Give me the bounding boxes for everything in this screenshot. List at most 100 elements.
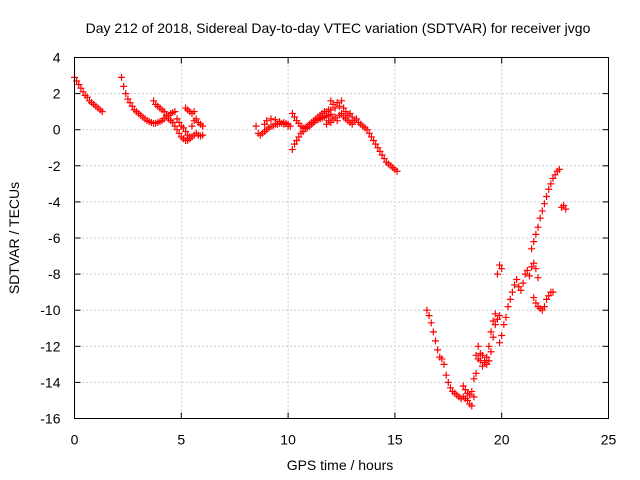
data-point — [496, 312, 504, 320]
data-point — [77, 84, 85, 92]
y-axis-title: SDTVAR / TECUs — [6, 182, 22, 294]
data-point — [466, 391, 474, 399]
data-point — [327, 106, 335, 114]
data-point — [327, 97, 335, 105]
data-point — [342, 108, 350, 116]
data-point — [543, 192, 551, 200]
data-point — [162, 111, 170, 119]
data-point — [478, 351, 486, 359]
data-point — [323, 120, 331, 128]
data-point — [367, 133, 375, 141]
data-point — [481, 359, 489, 367]
data-point — [393, 167, 401, 175]
data-point — [493, 315, 501, 323]
data-point — [423, 306, 431, 314]
data-point — [543, 295, 551, 303]
data-point — [288, 109, 296, 117]
data-point — [192, 115, 200, 123]
data-point — [489, 333, 497, 341]
data-point — [478, 362, 486, 370]
series-seg14 — [493, 261, 506, 278]
data-point — [122, 90, 130, 98]
data-point — [124, 95, 132, 103]
data-point — [173, 126, 181, 134]
data-point — [291, 113, 299, 121]
data-point — [267, 115, 275, 123]
data-point — [560, 202, 568, 210]
data-point — [175, 129, 183, 137]
data-point — [545, 292, 553, 300]
y-tick-label: -10 — [40, 302, 60, 318]
data-point — [523, 266, 531, 274]
data-point — [547, 180, 555, 188]
data-point — [293, 137, 301, 145]
data-point — [555, 165, 563, 173]
series-seg15 — [528, 165, 563, 253]
data-point — [175, 118, 183, 126]
data-point — [444, 378, 452, 386]
plot-frame — [74, 57, 609, 419]
data-point — [538, 207, 546, 215]
series-seg16 — [530, 288, 557, 314]
data-point — [468, 402, 476, 410]
data-point — [252, 122, 260, 130]
data-point — [340, 104, 348, 112]
data-point — [459, 382, 467, 390]
x-tick-label: 5 — [177, 432, 185, 448]
data-point — [532, 230, 540, 238]
x-axis-title: GPS time / hours — [287, 457, 394, 473]
data-point — [327, 118, 335, 126]
data-point — [540, 200, 548, 208]
data-point — [496, 261, 504, 269]
data-point — [365, 129, 373, 137]
data-point — [538, 306, 546, 314]
data-point — [199, 131, 207, 139]
data-point — [370, 137, 378, 145]
data-point — [536, 214, 544, 222]
y-tick-label: -4 — [48, 194, 61, 210]
data-point — [79, 88, 87, 96]
data-point — [498, 331, 506, 339]
data-point — [429, 328, 437, 336]
data-point — [472, 351, 480, 359]
data-point — [263, 117, 271, 125]
data-point — [150, 97, 158, 105]
y-tick-label: -12 — [40, 338, 60, 354]
y-tick-label: -14 — [40, 374, 60, 390]
data-point — [128, 102, 136, 110]
data-point — [376, 147, 384, 155]
data-point — [329, 100, 337, 108]
data-point — [474, 342, 482, 350]
data-point — [190, 108, 198, 116]
x-tick-label: 25 — [601, 432, 617, 448]
x-tick-label: 10 — [280, 432, 296, 448]
data-point — [434, 346, 442, 354]
data-point — [160, 108, 168, 116]
data-point — [446, 384, 454, 392]
data-point — [179, 124, 187, 132]
data-point — [271, 116, 279, 124]
series-seg8 — [288, 106, 335, 154]
data-point — [295, 133, 303, 141]
data-point — [545, 185, 553, 193]
data-point — [461, 386, 469, 394]
data-point — [348, 120, 356, 128]
data-point — [98, 108, 106, 116]
data-point — [551, 171, 559, 179]
data-point — [120, 82, 128, 90]
data-point — [442, 371, 450, 379]
data-point — [348, 113, 356, 121]
data-point — [288, 146, 296, 154]
data-point — [276, 118, 284, 126]
y-tick-label: 0 — [53, 122, 61, 138]
chart-title: Day 212 of 2018, Sidereal Day-to-day VTE… — [86, 20, 591, 36]
data-point — [440, 360, 448, 368]
data-point — [468, 387, 476, 395]
data-point — [525, 272, 533, 280]
data-point — [338, 109, 345, 117]
data-point — [425, 312, 433, 320]
data-point — [502, 313, 510, 321]
x-tick-label: 20 — [494, 432, 510, 448]
